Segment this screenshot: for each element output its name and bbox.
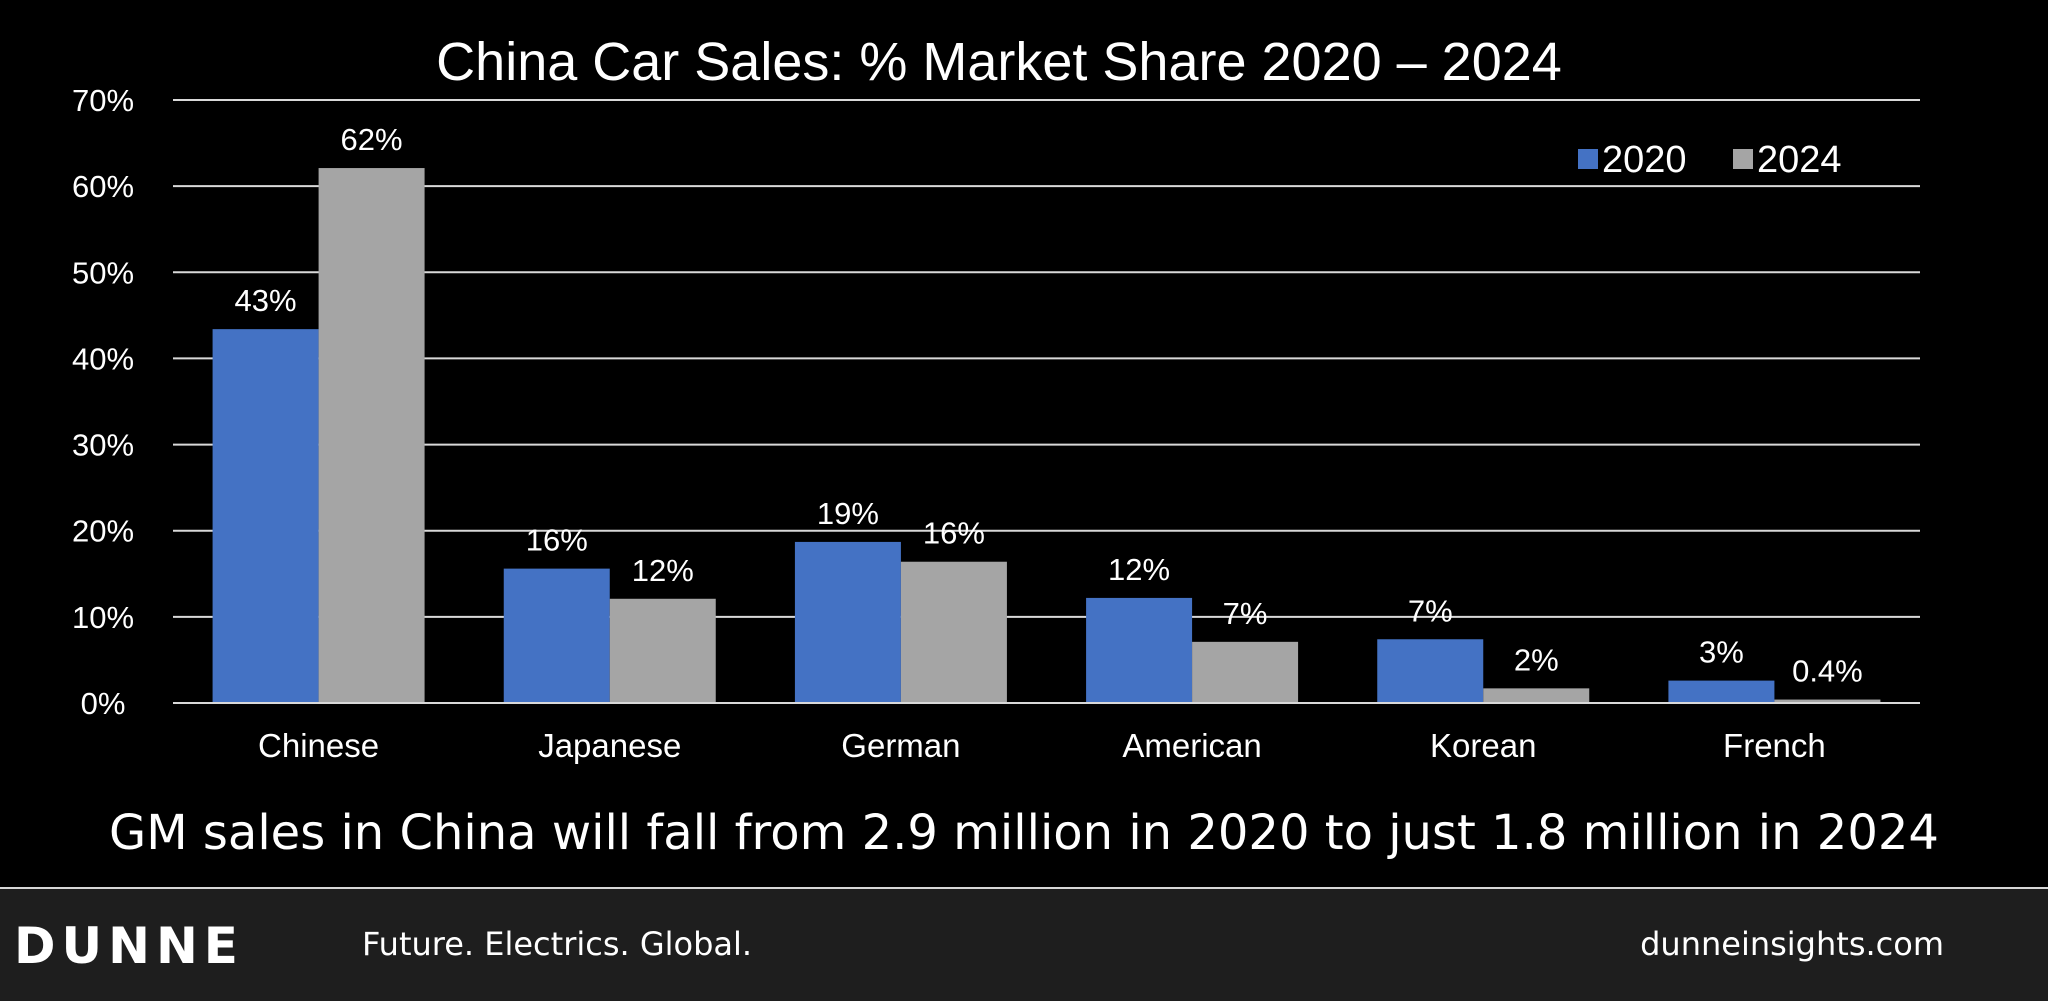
bar-german-2024 [900, 561, 1007, 703]
bar-chinese-2020 [212, 329, 319, 703]
footer-website-link[interactable]: dunneinsights.com [1640, 925, 1944, 963]
legend: 2020 2024 [1578, 139, 1842, 181]
data-label-american-2024: 7% [1223, 596, 1268, 631]
category-label-chinese: Chinese [258, 727, 379, 764]
y-tick-label: 40% [72, 341, 134, 376]
bar-german-2020 [794, 541, 901, 703]
y-tick-label: 30% [72, 428, 134, 463]
data-label-french-2020: 3% [1699, 635, 1744, 670]
data-labels: 43% 62% 16% 12% 19% 16% 12% 7% 7% 2% 3% 0.4% [235, 122, 1863, 689]
category-label-french: French [1723, 727, 1826, 764]
bar-japanese-2020 [503, 568, 610, 703]
y-tick-label: 50% [72, 255, 134, 290]
data-label-american-2020: 12% [1108, 552, 1170, 587]
legend-label-2020: 2020 [1602, 139, 1687, 181]
data-label-german-2024: 16% [923, 516, 985, 551]
legend-label-2024: 2024 [1757, 139, 1842, 181]
data-label-korean-2024: 2% [1514, 642, 1559, 677]
y-tick-label: 60% [72, 169, 134, 204]
bar-french-2020 [1668, 680, 1775, 703]
category-label-american: American [1122, 727, 1261, 764]
data-label-chinese-2024: 62% [341, 122, 403, 157]
bar-japanese-2024 [609, 598, 716, 703]
y-tick-label: 10% [72, 600, 134, 635]
data-label-korean-2020: 7% [1408, 593, 1453, 628]
y-tick-label: 20% [72, 514, 134, 549]
gridlines [173, 99, 1920, 704]
market-share-chart: China Car Sales: % Market Share 2020 – 2… [72, 32, 1920, 764]
footer-bar: DUNNE Future. Electrics. Global. dunnein… [0, 887, 2048, 1001]
bar-chinese-2024 [318, 168, 425, 703]
data-label-japanese-2024: 12% [632, 553, 694, 588]
y-axis-ticks: 0% 10% 20% 30% 40% 50% 60% 70% [72, 83, 134, 721]
gm-sales-caption: GM sales in China will fall from 2.9 mil… [109, 805, 1939, 861]
dunne-logo: DUNNE [14, 917, 244, 975]
x-axis-categories: Chinese Japanese German American Korean Frenc… [173, 702, 1920, 764]
data-label-japanese-2020: 16% [526, 523, 588, 558]
bar-korean-2024 [1483, 688, 1590, 703]
y-tick-label: 70% [72, 83, 134, 118]
data-label-french-2024: 0.4% [1792, 654, 1863, 689]
category-label-japanese: Japanese [538, 727, 681, 764]
category-label-korean: Korean [1430, 727, 1536, 764]
category-label-german: German [841, 727, 960, 764]
bar-french-2024 [1774, 699, 1881, 703]
footer-tagline: Future. Electrics. Global. [362, 925, 753, 963]
legend-swatch-2024 [1733, 149, 1753, 169]
chart-title: China Car Sales: % Market Share 2020 – 2… [436, 32, 1562, 92]
bar-american-2020 [1086, 597, 1193, 703]
y-tick-label: 0% [81, 686, 126, 721]
bars [212, 168, 1881, 703]
data-label-chinese-2020: 43% [235, 283, 297, 318]
bar-american-2024 [1192, 641, 1299, 703]
legend-swatch-2020 [1578, 149, 1598, 169]
bar-korean-2020 [1377, 639, 1484, 703]
data-label-german-2020: 19% [817, 496, 879, 531]
